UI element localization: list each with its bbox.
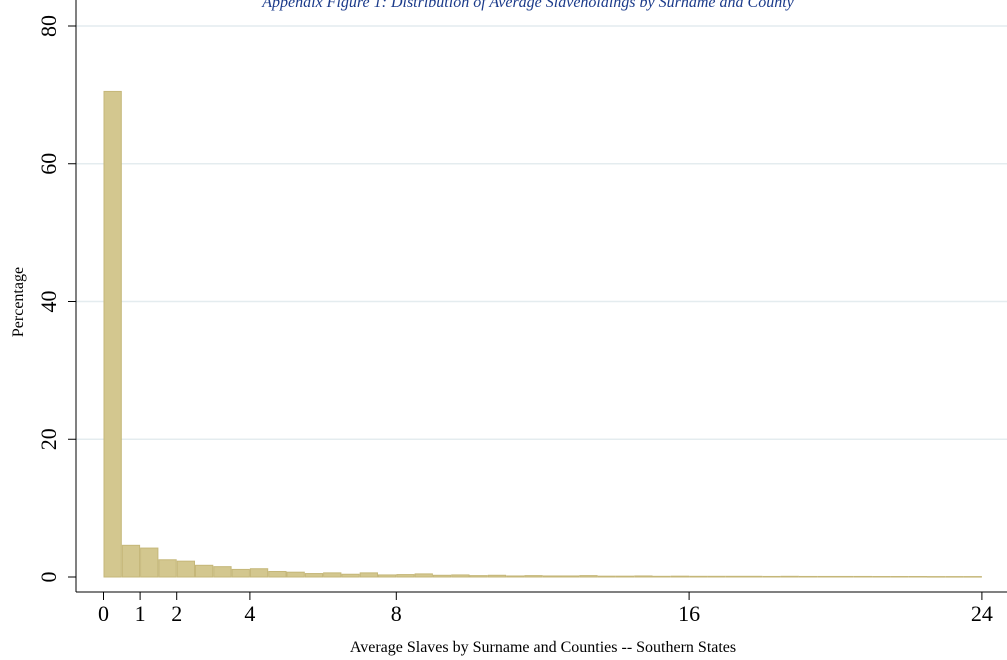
grid-lines bbox=[76, 25, 1007, 440]
bar-8 bbox=[249, 568, 269, 578]
bar-36 bbox=[762, 575, 781, 578]
bar-1 bbox=[121, 544, 141, 578]
bar-46 bbox=[945, 576, 964, 578]
bar-13 bbox=[341, 573, 360, 578]
bar-0 bbox=[103, 90, 122, 578]
bar-2 bbox=[140, 547, 159, 578]
bar-44 bbox=[908, 576, 928, 578]
bar-32 bbox=[689, 575, 708, 578]
bar-16 bbox=[396, 574, 415, 578]
bar-30 bbox=[652, 575, 671, 578]
bar-39 bbox=[817, 575, 836, 578]
y-axis-title: Percentage bbox=[10, 267, 27, 337]
bar-5 bbox=[195, 564, 214, 578]
bar-42 bbox=[872, 576, 891, 578]
bar-4 bbox=[176, 560, 195, 578]
x-tick-label-4: 4 bbox=[244, 601, 255, 626]
bar-25 bbox=[561, 575, 580, 578]
bar-12 bbox=[323, 572, 342, 578]
x-tick-label-8: 8 bbox=[391, 601, 402, 626]
x-tick-label-1: 1 bbox=[135, 601, 146, 626]
bar-9 bbox=[268, 570, 287, 578]
y-tick-label-60: 60 bbox=[36, 153, 61, 175]
bar-33 bbox=[707, 575, 726, 578]
bar-45 bbox=[927, 576, 946, 578]
bar-38 bbox=[798, 575, 818, 578]
bar-31 bbox=[670, 575, 690, 578]
x-axis-title: Average Slaves by Surname and Counties -… bbox=[350, 639, 736, 656]
bar-22 bbox=[506, 575, 525, 578]
y-tick-label-40: 40 bbox=[36, 291, 61, 313]
bar-24 bbox=[542, 575, 562, 578]
top-note: Appendix Figure 1: Distribution of Avera… bbox=[261, 0, 794, 11]
x-tick-label-0: 0 bbox=[98, 601, 109, 626]
bar-6 bbox=[213, 566, 232, 578]
bars bbox=[103, 90, 982, 578]
bar-17 bbox=[414, 573, 433, 578]
bar-7 bbox=[231, 568, 250, 578]
bar-43 bbox=[890, 576, 909, 578]
y-tick-label-80: 80 bbox=[36, 15, 61, 37]
bar-37 bbox=[780, 575, 799, 578]
bar-23 bbox=[524, 575, 543, 578]
x-tick-label-16: 16 bbox=[678, 601, 700, 626]
bar-10 bbox=[286, 571, 305, 578]
bar-15 bbox=[378, 574, 397, 578]
bar-18 bbox=[432, 574, 452, 578]
bar-40 bbox=[835, 575, 854, 578]
bar-47 bbox=[963, 576, 982, 578]
y-tick-label-20: 20 bbox=[36, 428, 61, 450]
bar-28 bbox=[615, 575, 635, 578]
bar-34 bbox=[725, 575, 745, 578]
bar-21 bbox=[487, 574, 507, 578]
bar-35 bbox=[744, 575, 763, 578]
x-tick-label-2: 2 bbox=[171, 601, 182, 626]
bar-29 bbox=[634, 575, 653, 578]
bar-14 bbox=[359, 572, 379, 578]
bar-3 bbox=[158, 559, 177, 578]
bar-26 bbox=[579, 575, 598, 578]
bar-11 bbox=[304, 573, 324, 578]
y-tick-label-0: 0 bbox=[36, 572, 61, 583]
bar-20 bbox=[469, 575, 488, 578]
x-tick-label-24: 24 bbox=[971, 601, 993, 626]
bar-41 bbox=[853, 575, 873, 578]
bar-19 bbox=[451, 574, 470, 578]
bar-27 bbox=[597, 575, 616, 578]
